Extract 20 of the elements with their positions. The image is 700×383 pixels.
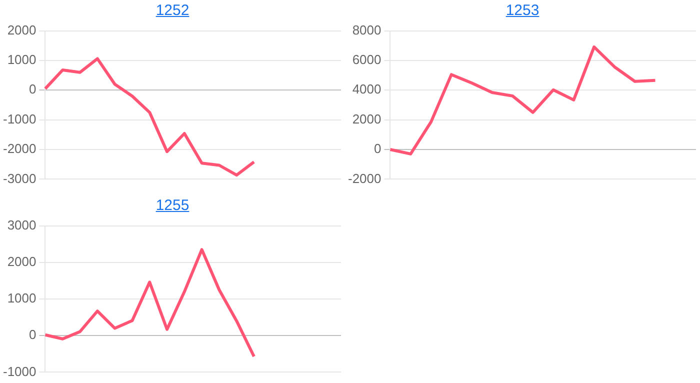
chart-title: 1252 bbox=[156, 2, 190, 19]
y-tick-label: 3000 bbox=[7, 217, 36, 232]
y-tick-label: 1000 bbox=[7, 290, 36, 306]
chart-title: 1253 bbox=[506, 2, 540, 19]
y-tick-label: -2000 bbox=[3, 141, 36, 156]
y-tick-label: -2000 bbox=[348, 170, 382, 186]
y-tick-label: 1000 bbox=[7, 52, 36, 68]
y-tick-label: 0 bbox=[29, 82, 36, 97]
y-tick-label: 6000 bbox=[352, 52, 382, 68]
y-tick-label: 8000 bbox=[352, 22, 382, 38]
y-tick-label: -3000 bbox=[3, 170, 36, 186]
y-tick-label: 2000 bbox=[7, 254, 36, 269]
y-tick-label: 0 bbox=[29, 327, 36, 342]
y-tick-label: 2000 bbox=[352, 111, 382, 126]
chart-title: 1255 bbox=[156, 197, 190, 214]
y-tick-label: 4000 bbox=[352, 82, 382, 97]
y-tick-label: -1000 bbox=[3, 111, 36, 126]
y-tick-label: -1000 bbox=[3, 364, 36, 379]
y-tick-label: 0 bbox=[374, 141, 382, 156]
y-tick-label: 2000 bbox=[7, 22, 36, 38]
